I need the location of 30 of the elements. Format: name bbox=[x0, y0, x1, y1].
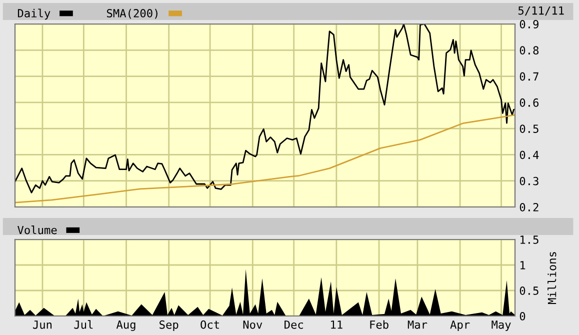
x-tick-label: Dec bbox=[284, 320, 303, 329]
y-tick-label: 0.7 bbox=[520, 72, 538, 81]
y-tick-label: 0.6 bbox=[520, 98, 539, 107]
y-tick-label: 1 bbox=[520, 261, 526, 270]
x-tick-label: Nov bbox=[243, 320, 262, 329]
y-tick-label: 1.5 bbox=[520, 236, 538, 244]
y-tick-label: 0.4 bbox=[520, 150, 539, 160]
y-tick-label: 0.8 bbox=[520, 46, 539, 55]
line-series bbox=[15, 114, 515, 204]
y-tick-label: 0 bbox=[520, 312, 526, 320]
x-tick-label: Apr bbox=[450, 320, 470, 331]
x-tick-label: Oct bbox=[200, 320, 219, 329]
legend-label: Volume bbox=[18, 226, 57, 234]
y-tick-label: 0.3 bbox=[520, 176, 538, 186]
x-tick-label: Jul bbox=[74, 320, 93, 329]
y-tick-label: 0.9 bbox=[520, 20, 538, 28]
x-tick-label: 11 bbox=[331, 320, 342, 329]
x-tick-label: Aug bbox=[116, 320, 136, 331]
x-tick-label: Jun bbox=[33, 320, 52, 329]
y-tick-label: 0.5 bbox=[520, 286, 538, 295]
text: 5/11/11 bbox=[518, 6, 564, 16]
y-tick-label: 0.2 bbox=[520, 203, 538, 212]
y-tick-label: 0.5 bbox=[520, 124, 538, 133]
x-tick-label: Mar bbox=[408, 320, 428, 329]
legend-label: Daily bbox=[18, 8, 50, 20]
x-tick-label: May bbox=[492, 320, 511, 331]
y-axis-title: Millions bbox=[548, 252, 556, 304]
legend-label: SMA(200) bbox=[106, 8, 158, 19]
x-tick-label: Sep bbox=[160, 320, 178, 331]
x-tick-label: Feb bbox=[370, 320, 388, 329]
